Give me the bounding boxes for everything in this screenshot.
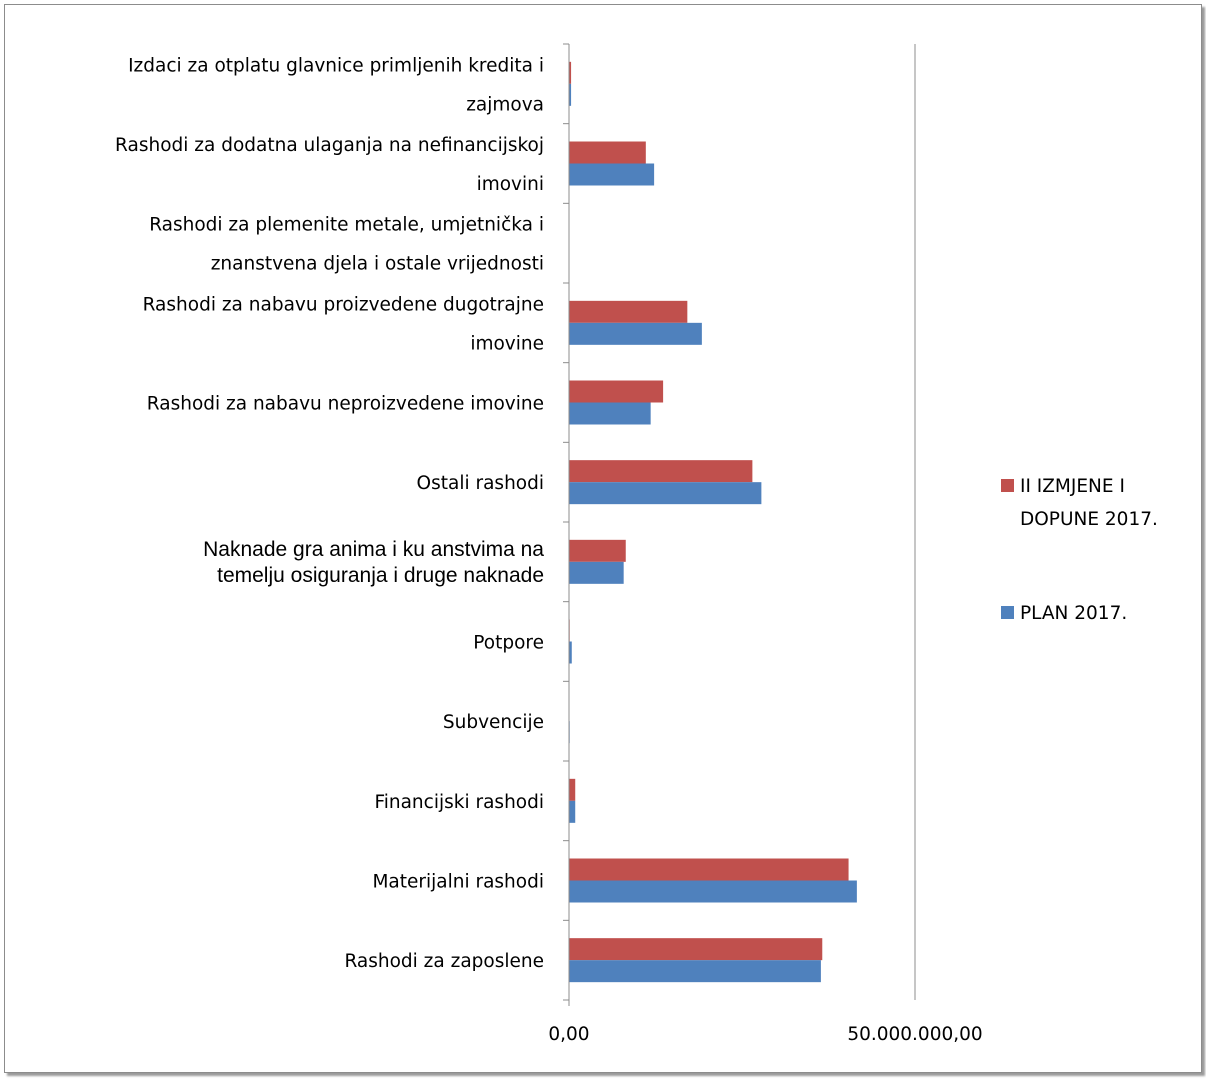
bar-izmjene-11: [569, 61, 572, 84]
bar-izmjene-2: [569, 778, 576, 801]
category-label-0-line-0: Rashodi za zaposlene: [344, 951, 544, 972]
bar-plan-10: [569, 163, 655, 186]
category-label-10-line-1: imovini: [477, 174, 544, 195]
category-label-9-line-1: znanstvena djela i ostale vrijednosti: [211, 254, 544, 275]
category-label-9-line-0: Rashodi za plemenite metale, umjetnička …: [149, 215, 544, 236]
category-label-5-line-0: Naknade gra anima i ku anstvima na: [203, 538, 544, 561]
bar-plan-7: [569, 402, 651, 425]
x-tick-label-0: 0,00: [548, 1024, 589, 1045]
bar-izmjene-6: [569, 460, 753, 483]
bar-plan-4: [569, 641, 572, 664]
bar-plan-0: [569, 960, 821, 983]
bar-izmjene-1: [569, 858, 849, 881]
bar-izmjene-10: [569, 141, 646, 164]
bar-plan-2: [569, 800, 576, 823]
category-label-4-line-0: Potpore: [473, 633, 544, 654]
category-label-7-line-0: Rashodi za nabavu neproizvedene imovine: [147, 394, 544, 415]
legend-label-1-line-0: PLAN 2017.: [1020, 603, 1127, 624]
category-label-5-line-1: temelju osiguranja i druge naknade: [217, 564, 544, 587]
bar-izmjene-5: [569, 539, 626, 562]
bar-plan-11: [569, 83, 572, 106]
category-label-8-line-1: imovine: [470, 333, 544, 354]
bar-plan-1: [569, 880, 857, 903]
category-label-8-line-0: Rashodi za nabavu proizvedene dugotrajne: [143, 294, 544, 315]
legend-swatch-0: [1001, 479, 1014, 492]
bar-plan-6: [569, 482, 762, 505]
category-label-10-line-0: Rashodi za dodatna ulaganja na nefinanci…: [115, 135, 544, 156]
category-label-2-line-0: Financijski rashodi: [374, 792, 544, 813]
bar-plan-5: [569, 561, 624, 584]
category-label-3-line-0: Subvencije: [443, 712, 544, 733]
bar-izmjene-7: [569, 380, 664, 403]
legend-swatch-1: [1001, 606, 1014, 619]
x-tick-label-1: 50.000.000,00: [847, 1024, 982, 1045]
bar-izmjene-8: [569, 300, 688, 323]
legend-label-0-line-1: DOPUNE 2017.: [1020, 509, 1158, 530]
category-label-1-line-0: Materijalni rashodi: [372, 872, 544, 893]
bar-plan-8: [569, 322, 702, 345]
category-label-11-line-0: Izdaci za otplatu glavnice primljenih kr…: [128, 55, 544, 76]
legend-label-0-line-0: II IZMJENE I: [1020, 476, 1125, 497]
bar-izmjene-0: [569, 938, 823, 961]
category-label-11-line-1: zajmova: [466, 94, 544, 115]
category-label-6-line-0: Ostali rashodi: [417, 473, 544, 494]
